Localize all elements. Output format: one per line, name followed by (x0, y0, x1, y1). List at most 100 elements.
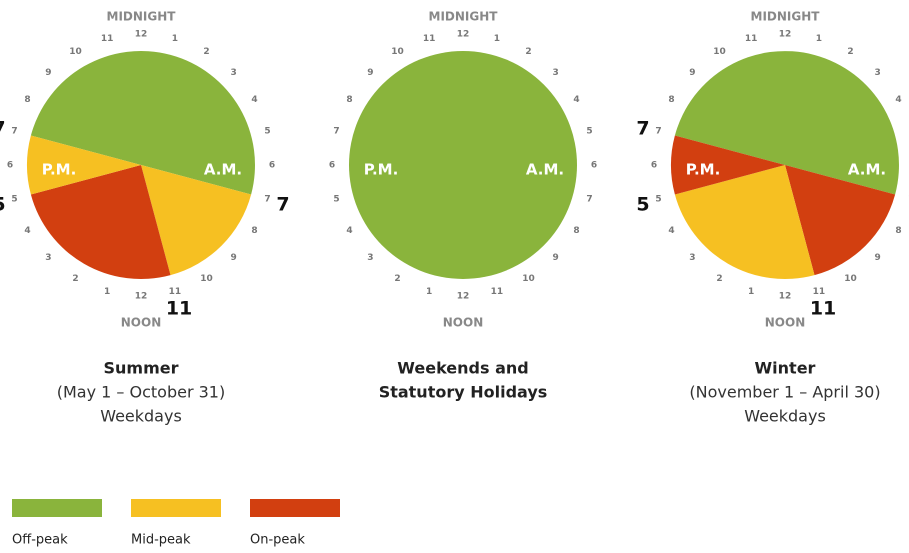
boundary-label: 7 (636, 117, 649, 139)
hour-label: 1 (426, 287, 432, 297)
hour-label: 11 (491, 287, 504, 297)
midnight-label: MIDNIGHT (751, 10, 821, 24)
clock-detail: (November 1 – April 30) (689, 383, 880, 402)
hour-label: 11 (101, 34, 114, 44)
hour-label: 3 (45, 253, 51, 263)
hour-label: 6 (7, 161, 13, 171)
hour-label: 3 (874, 68, 880, 78)
hour-label: 11 (169, 287, 182, 297)
hour-label: 8 (668, 95, 674, 105)
hour-label: 2 (394, 274, 400, 284)
hour-label: 11 (423, 34, 436, 44)
hour-label: 10 (69, 47, 82, 57)
hour-label: 2 (72, 274, 78, 284)
noon-label: NOON (443, 316, 484, 330)
hour-label: 5 (655, 194, 661, 204)
hour-label: 5 (333, 194, 339, 204)
hour-label: 10 (522, 274, 535, 284)
hour-label: 9 (689, 68, 695, 78)
midnight-label: MIDNIGHT (107, 10, 177, 24)
hour-label: 10 (713, 47, 726, 57)
noon-label: NOON (121, 316, 162, 330)
legend-label: Off-peak (12, 533, 68, 548)
hour-label: 9 (874, 253, 880, 263)
legend-swatch (12, 499, 102, 517)
hour-label: 2 (847, 47, 853, 57)
legend-swatch (250, 499, 340, 517)
hour-label: 9 (552, 253, 558, 263)
hour-label: 2 (716, 274, 722, 284)
hour-label: 4 (346, 226, 352, 236)
legend-swatch (131, 499, 221, 517)
clock-segment (141, 165, 252, 276)
hour-label: 12 (457, 292, 470, 302)
hour-label: 4 (895, 95, 901, 105)
hour-label: 9 (230, 253, 236, 263)
clock-title: Statutory Holidays (379, 383, 548, 402)
hour-label: 10 (391, 47, 404, 57)
clock-segment (27, 135, 141, 195)
pm-label: P.M. (42, 161, 77, 179)
hour-label: 3 (552, 68, 558, 78)
hour-label: 9 (367, 68, 373, 78)
hour-label: 1 (748, 287, 754, 297)
legend-label: Mid-peak (131, 533, 191, 548)
boundary-label: 7 (276, 194, 289, 216)
hour-label: 12 (135, 292, 148, 302)
hour-label: 3 (230, 68, 236, 78)
hour-label: 4 (251, 95, 257, 105)
hour-label: 7 (655, 127, 661, 137)
hour-label: 5 (264, 127, 270, 137)
am-label: A.M. (526, 161, 564, 179)
hour-label: 9 (45, 68, 51, 78)
hour-label: 7 (11, 127, 17, 137)
hour-label: 12 (779, 292, 792, 302)
hour-label: 6 (651, 161, 657, 171)
hour-label: 2 (203, 47, 209, 57)
hour-label: 10 (200, 274, 213, 284)
hour-label: 4 (24, 226, 30, 236)
hour-label: 6 (591, 161, 597, 171)
clock-title: Winter (755, 359, 816, 378)
hour-label: 1 (104, 287, 110, 297)
boundary-label: 7 (0, 117, 6, 139)
hour-label: 10 (844, 274, 857, 284)
clock-title: Summer (104, 359, 179, 378)
hour-label: 3 (689, 253, 695, 263)
midnight-label: MIDNIGHT (429, 10, 499, 24)
hour-label: 6 (329, 161, 335, 171)
clock-segment (30, 165, 171, 279)
hour-label: 8 (573, 226, 579, 236)
hour-label: 12 (779, 30, 792, 40)
hour-label: 7 (264, 194, 270, 204)
clock-segment (349, 51, 577, 279)
hour-label: 1 (172, 34, 178, 44)
clock-segment (674, 165, 815, 279)
hour-label: 7 (333, 127, 339, 137)
clock-segment (671, 135, 785, 195)
boundary-label: 11 (810, 297, 836, 319)
hour-label: 11 (813, 287, 826, 297)
hour-label: 7 (586, 194, 592, 204)
boundary-label: 5 (0, 194, 6, 216)
hour-label: 8 (895, 226, 901, 236)
am-label: A.M. (848, 161, 886, 179)
hour-label: 6 (269, 161, 275, 171)
hour-label: 1 (494, 34, 500, 44)
hour-label: 12 (457, 30, 470, 40)
hour-label: 8 (251, 226, 257, 236)
hour-label: 1 (816, 34, 822, 44)
pm-label: P.M. (364, 161, 399, 179)
clock-segment (30, 51, 255, 195)
hour-label: 2 (525, 47, 531, 57)
hour-label: 5 (11, 194, 17, 204)
boundary-label: 11 (166, 297, 192, 319)
hour-label: 4 (573, 95, 579, 105)
hour-label: 8 (24, 95, 30, 105)
clock-title: Weekends and (397, 359, 528, 378)
hour-label: 11 (745, 34, 758, 44)
boundary-label: 5 (636, 194, 649, 216)
clock-detail: Weekdays (100, 407, 182, 426)
hour-label: 12 (135, 30, 148, 40)
